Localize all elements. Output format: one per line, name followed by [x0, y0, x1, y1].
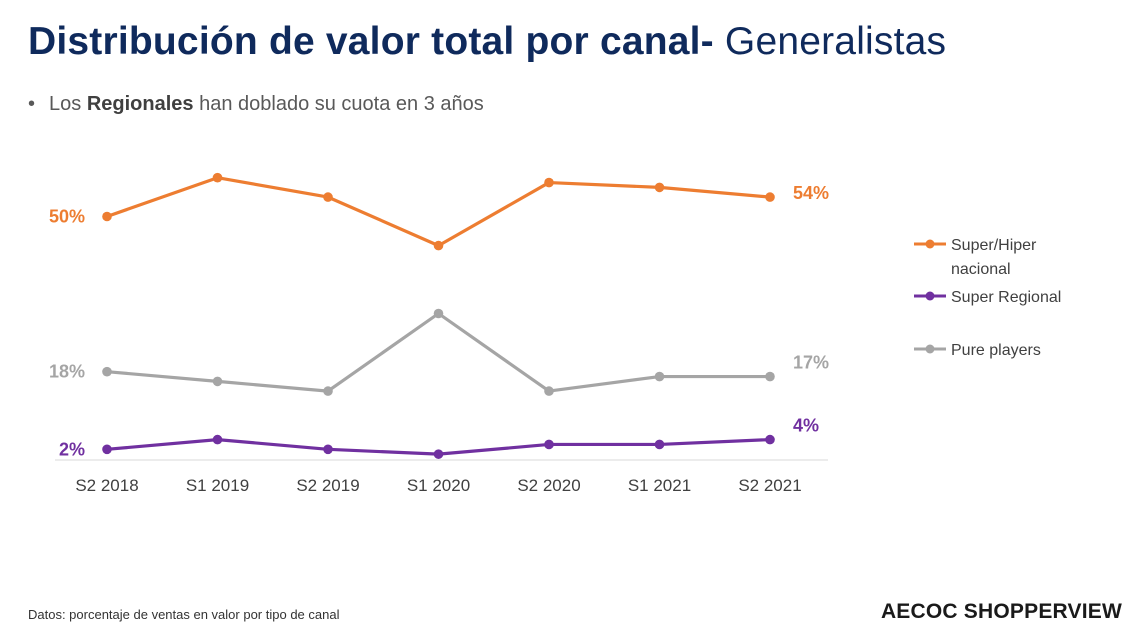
- data-label-end: 17%: [793, 353, 829, 373]
- brand-logo: AECOC SHOPPERVIEW: [880, 600, 1122, 623]
- data-point: [433, 449, 444, 459]
- data-label-end: 54%: [793, 183, 829, 203]
- x-tick-label: S1 2019: [186, 476, 249, 495]
- data-point: [212, 434, 223, 445]
- data-point: [102, 211, 112, 222]
- data-label-start: 2%: [59, 439, 85, 459]
- data-label-start: 18%: [49, 362, 85, 382]
- x-tick-label: S1 2021: [628, 476, 691, 495]
- legend-label: Super/Hiper: [951, 237, 1037, 254]
- key-insight: • Los Regionales han doblado su cuota en …: [28, 93, 484, 116]
- data-point: [323, 192, 333, 202]
- insight-prefix: Los: [49, 93, 87, 115]
- data-point: [212, 376, 223, 387]
- x-tick-label: S2 2021: [738, 476, 801, 495]
- data-point: [765, 434, 775, 445]
- data-point: [654, 371, 665, 382]
- legend-swatch-marker: [925, 344, 935, 354]
- data-point: [544, 177, 554, 188]
- data-point: [544, 386, 554, 396]
- x-tick-label: S2 2018: [75, 476, 138, 495]
- x-tick-label: S2 2019: [296, 476, 359, 495]
- title-main: Distribución de valor total por canal-: [28, 20, 714, 63]
- data-point: [544, 439, 554, 450]
- insight-highlight: Regionales: [86, 93, 194, 115]
- source-note: Datos: porcentaje de ventas en valor por…: [28, 607, 340, 622]
- title-sub: Generalistas: [713, 20, 947, 63]
- data-point: [765, 371, 775, 382]
- data-label-start: 50%: [49, 207, 85, 227]
- legend-label: Super Regional: [951, 289, 1061, 306]
- page-title: Distribución de valor total por canal- G…: [28, 20, 946, 64]
- legend-swatch-marker: [925, 239, 935, 249]
- data-point: [323, 444, 333, 455]
- insight-suffix: han doblado su cuota en 3 años: [193, 93, 484, 115]
- x-tick-label: S1 2020: [407, 476, 470, 495]
- line-chart: S2 2018 S1 2019 S2 2019 S1 2020 S2 2020 S1 20…: [49, 172, 1061, 495]
- legend-label: nacional: [951, 261, 1011, 278]
- series-line: [106, 176, 771, 248]
- data-point: [433, 308, 444, 319]
- data-point: [654, 182, 665, 193]
- data-point: [765, 192, 775, 202]
- data-point: [102, 444, 112, 455]
- data-point: [102, 366, 112, 377]
- data-point: [433, 240, 444, 251]
- x-tick-label: S2 2020: [517, 476, 580, 495]
- data-point: [654, 439, 665, 450]
- series-line: [106, 311, 770, 393]
- legend-label: Pure players: [951, 342, 1041, 359]
- data-point: [323, 386, 333, 396]
- data-label-end: 4%: [793, 416, 819, 436]
- legend-swatch-marker: [925, 291, 935, 301]
- bullet-icon: •: [28, 93, 36, 115]
- data-point: [212, 172, 223, 183]
